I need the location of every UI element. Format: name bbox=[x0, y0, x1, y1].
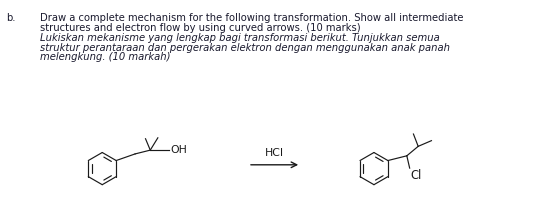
Text: struktur perantaraan dan pergerakan elektron dengan menggunakan anak panah: struktur perantaraan dan pergerakan elek… bbox=[40, 43, 450, 53]
Text: HCI: HCI bbox=[265, 148, 284, 158]
Text: Draw a complete mechanism for the following transformation. Show all intermediat: Draw a complete mechanism for the follow… bbox=[40, 13, 463, 23]
Text: OH: OH bbox=[170, 145, 187, 155]
Text: Cl: Cl bbox=[411, 169, 422, 182]
Text: structures and electron flow by using curved arrows. (10 marks): structures and electron flow by using cu… bbox=[40, 23, 360, 33]
Text: b.: b. bbox=[6, 13, 15, 23]
Text: melengkung. (10 markah): melengkung. (10 markah) bbox=[40, 52, 170, 62]
Text: Lukiskan mekanisme yang lengkap bagi transformasi berikut. Tunjukkan semua: Lukiskan mekanisme yang lengkap bagi tra… bbox=[40, 33, 439, 43]
